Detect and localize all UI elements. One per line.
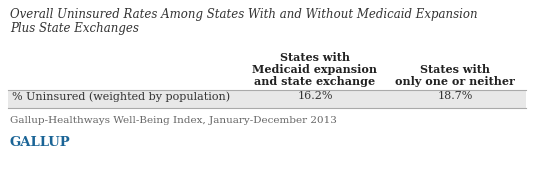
Text: only one or neither: only one or neither <box>395 76 515 87</box>
Text: Medicaid expansion: Medicaid expansion <box>253 64 378 75</box>
Text: Overall Uninsured Rates Among States With and Without Medicaid Expansion: Overall Uninsured Rates Among States Wit… <box>10 8 477 21</box>
Text: States with: States with <box>420 64 490 75</box>
Text: States with: States with <box>280 52 350 63</box>
Text: 18.7%: 18.7% <box>437 91 473 101</box>
Bar <box>8 90 526 108</box>
Text: 16.2%: 16.2% <box>297 91 333 101</box>
Text: GALLUP: GALLUP <box>10 136 70 149</box>
Text: Gallup-Healthways Well-Being Index, January-December 2013: Gallup-Healthways Well-Being Index, Janu… <box>10 116 337 125</box>
Text: % Uninsured (weighted by population): % Uninsured (weighted by population) <box>12 91 230 102</box>
Text: Plus State Exchanges: Plus State Exchanges <box>10 22 139 35</box>
Text: and state exchange: and state exchange <box>254 76 375 87</box>
